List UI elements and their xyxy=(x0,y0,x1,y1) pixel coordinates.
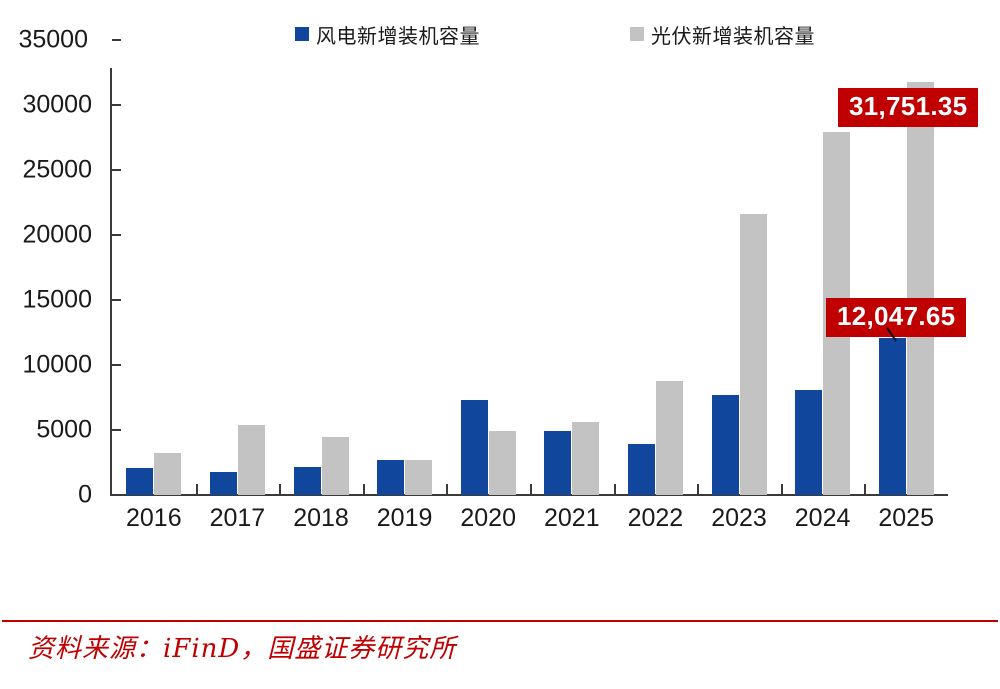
x-axis-label-2022: 2022 xyxy=(627,504,684,532)
y-axis-line xyxy=(110,68,112,496)
x-axis-label-2018: 2018 xyxy=(293,504,349,532)
bar-2016-pv[interactable] xyxy=(154,453,182,495)
chart-legend: 风电新增装机容量 光伏新增装机容量 xyxy=(0,16,1000,52)
x-axis-tick xyxy=(780,484,783,495)
legend-square-gray-icon xyxy=(630,27,644,41)
bar-2019-pv[interactable] xyxy=(405,459,433,495)
bar-2025-wind[interactable] xyxy=(878,338,906,495)
legend-square-blue-icon xyxy=(295,27,309,41)
y-axis-label: 10000 xyxy=(22,350,92,379)
y-axis-tick xyxy=(112,364,121,366)
bar-2024-wind[interactable] xyxy=(795,389,823,495)
data-label-wind-2025: 12,047.65 xyxy=(826,298,967,337)
bar-2022-pv[interactable] xyxy=(655,380,683,495)
x-axis-label-2025: 2025 xyxy=(878,504,934,532)
bar-2017-pv[interactable] xyxy=(237,424,265,495)
x-axis-tick xyxy=(446,484,449,495)
bar-2023-wind[interactable] xyxy=(711,394,739,495)
x-axis-label-2019: 2019 xyxy=(376,504,433,532)
y-axis-label: 15000 xyxy=(22,285,92,314)
y-axis-label: 5000 xyxy=(36,415,92,444)
x-axis-tick xyxy=(279,484,282,495)
y-axis-label: 0 xyxy=(78,480,92,509)
bar-2021-wind[interactable] xyxy=(544,431,572,495)
x-axis-tick xyxy=(362,484,365,495)
x-axis-tick xyxy=(613,484,616,495)
y-axis-tick xyxy=(112,299,121,301)
x-axis-tick xyxy=(530,484,532,495)
y-axis-label: 35000 xyxy=(18,25,88,54)
y-axis-tick xyxy=(112,234,121,236)
x-axis-label-2023: 2023 xyxy=(711,504,767,532)
y-axis-label: 20000 xyxy=(22,220,92,249)
x-axis-label-2024: 2024 xyxy=(794,504,851,532)
plot-area: 0 5000 10000 15000 20000 25000 30000 35000 2016… xyxy=(18,25,979,532)
x-axis-tick xyxy=(697,484,700,495)
bar-2025-pv[interactable] xyxy=(906,82,934,495)
y-axis-tick xyxy=(112,104,121,106)
bar-2023-pv[interactable] xyxy=(739,214,767,495)
footer-divider xyxy=(2,620,998,622)
bar-2021-pv[interactable] xyxy=(572,422,600,495)
legend-item-wind[interactable]: 风电新增装机容量 xyxy=(295,20,480,49)
legend-item-pv[interactable]: 光伏新增装机容量 xyxy=(630,20,815,49)
y-axis-label: 25000 xyxy=(22,155,92,184)
x-axis-label-2020: 2020 xyxy=(460,504,516,532)
bar-2018-wind[interactable] xyxy=(293,467,321,495)
legend-label-wind: 风电新增装机容量 xyxy=(316,23,480,48)
bar-2020-wind[interactable] xyxy=(460,400,488,495)
x-axis-label-2021: 2021 xyxy=(543,504,600,532)
bar-2016-wind[interactable] xyxy=(126,467,154,495)
y-axis-tick xyxy=(112,429,121,431)
y-axis-tick xyxy=(112,169,121,171)
bar-2022-wind[interactable] xyxy=(627,444,655,495)
data-label-pv-2025: 31,751.35 xyxy=(838,88,979,127)
x-axis-tick xyxy=(864,484,867,495)
x-axis-label-2016: 2016 xyxy=(125,504,182,532)
x-axis-label-2017: 2017 xyxy=(209,504,266,532)
x-axis-line xyxy=(110,494,948,496)
bar-2017-wind[interactable] xyxy=(209,471,237,495)
bar-2019-wind[interactable] xyxy=(377,459,405,495)
x-axis-tick xyxy=(195,484,198,495)
bar-2018-pv[interactable] xyxy=(321,436,349,495)
bar-2020-pv[interactable] xyxy=(488,431,516,495)
bar-series-layer xyxy=(126,82,934,495)
y-axis-tick xyxy=(112,39,121,41)
y-axis-label: 30000 xyxy=(22,90,92,119)
legend-label-pv: 光伏新增装机容量 xyxy=(651,23,815,48)
source-note: 资料来源：iFinD，国盛证券研究所 xyxy=(28,634,457,664)
